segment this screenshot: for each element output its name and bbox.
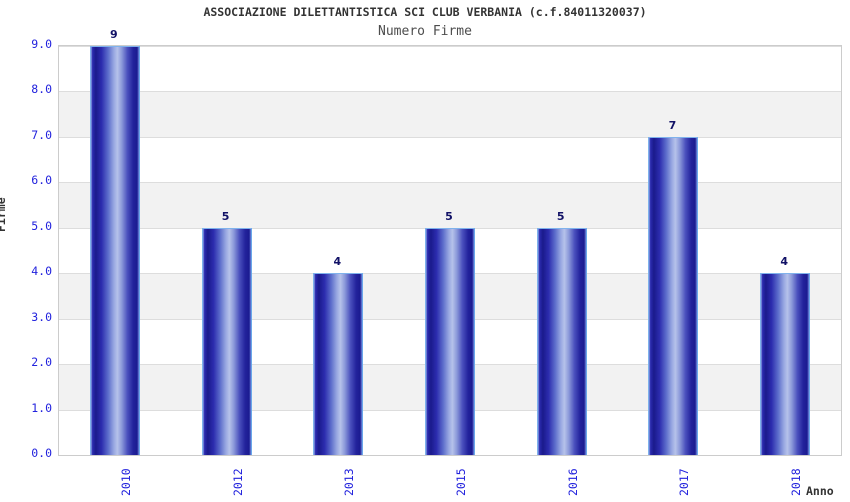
y-tick-label: 8.0 [31,82,52,97]
gridline [59,455,841,456]
x-tick-label: 2015 [454,468,468,496]
chart-subtitle: Numero Firme [378,24,472,39]
bar[interactable] [89,46,140,455]
gridline [59,182,841,183]
x-tick-label: 2017 [677,468,692,496]
bar[interactable] [425,227,475,455]
x-axis-ticks: 2010 2012 2013 2015 2016 2017 2018 [58,462,842,502]
gridline [59,46,841,47]
bar-value-label: 5 [556,209,565,223]
x-axis-label: Anno [806,484,834,498]
bar-value-label: 7 [668,118,677,132]
y-tick-label: 4.0 [31,264,52,279]
y-tick-label: 6.0 [31,173,52,188]
bar-value-label: 5 [445,209,453,223]
x-tick-label: 2013 [342,468,357,496]
y-tick-label: 7.0 [31,127,52,142]
bar-value-label: 4 [333,255,342,269]
y-axis-label: Firme [0,197,8,232]
background-band [59,182,841,228]
bar[interactable] [201,227,252,455]
bar-value-label: 5 [221,209,230,223]
bar[interactable] [313,273,364,455]
gridline [59,137,841,138]
x-tick-label: 2010 [118,468,133,496]
x-tick-label: 2018 [789,468,804,496]
bar[interactable] [648,136,699,455]
gridline [59,91,841,92]
y-tick-label: 0.0 [31,446,52,460]
background-band [59,91,841,137]
y-tick-label: 1.0 [31,400,52,415]
bar[interactable] [760,273,811,455]
bar[interactable] [536,227,587,455]
x-tick-label: 2012 [230,468,245,496]
y-axis-ticks: 0.0 1.0 2.0 3.0 4.0 5.0 6.0 7.0 8.0 9.0 [0,37,52,460]
bar-value-label: 4 [780,255,788,269]
x-tick-label: 2016 [565,468,580,496]
plot-area [58,45,842,456]
chart-title: ASSOCIAZIONE DILETTANTISTICA SCI CLUB VE… [203,5,647,19]
y-tick-label: 3.0 [31,309,52,324]
y-tick-label: 2.0 [31,355,52,370]
y-tick-label: 9.0 [31,37,52,51]
y-tick-label: 5.0 [31,218,52,233]
bar-value-label: 9 [110,28,118,41]
